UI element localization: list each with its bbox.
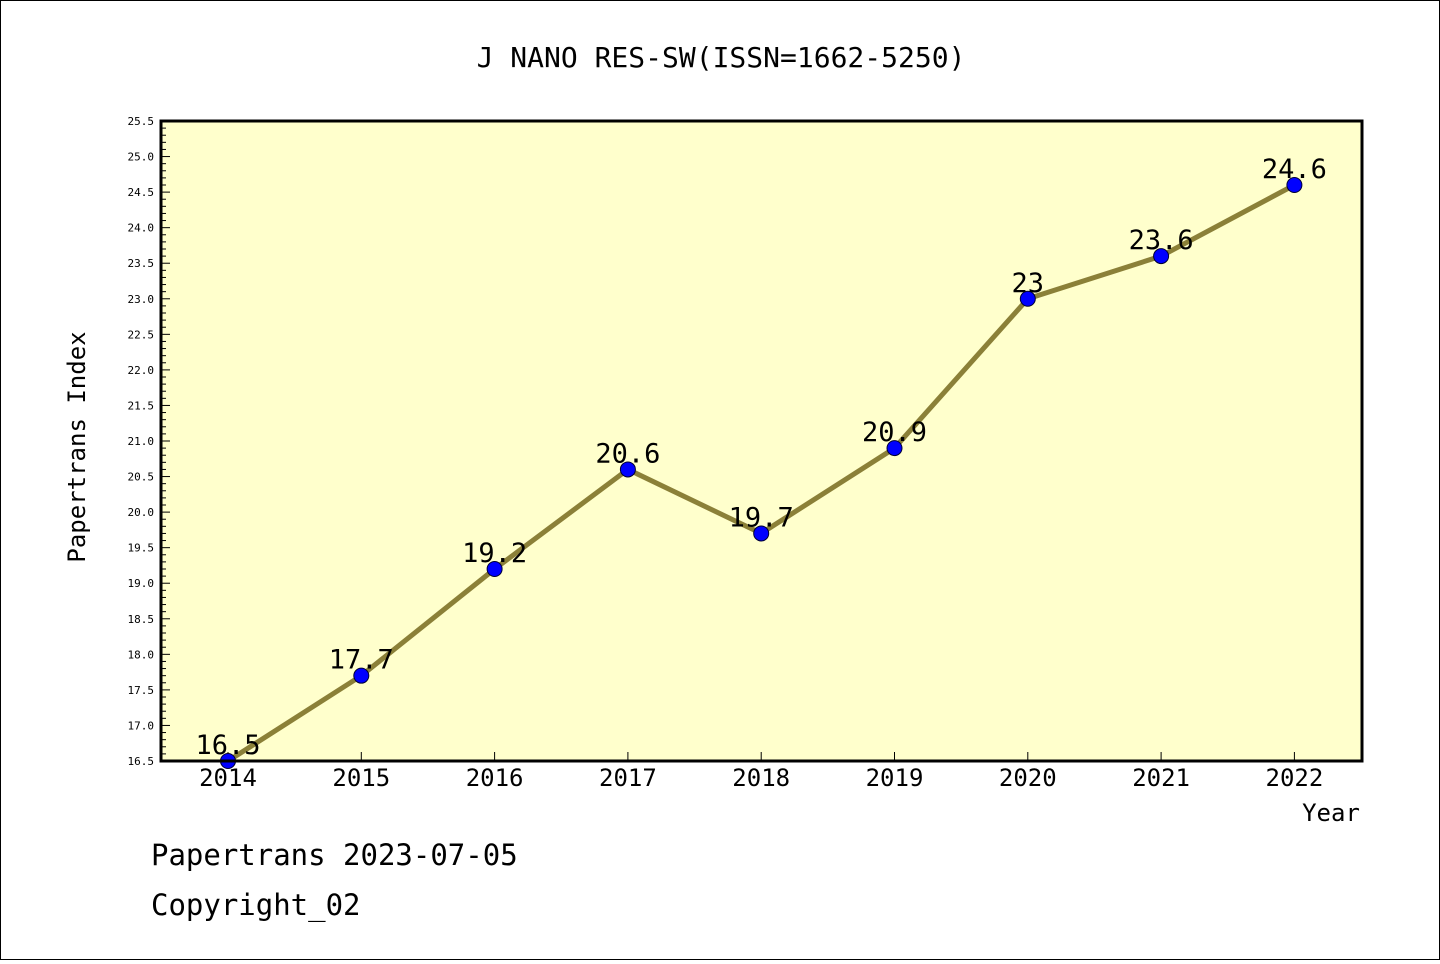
y-tick-label: 23.5 [128,257,155,270]
data-label: 23 [1012,268,1045,299]
data-label: 19.7 [729,502,794,533]
footer-date: Papertrans 2023-07-05 [151,838,518,872]
x-tick-label: 2020 [999,764,1057,792]
plot-frame [159,119,1364,763]
y-tick-label: 17.5 [128,684,155,697]
y-tick-label: 25.5 [128,115,155,128]
y-tick-label: 19.0 [128,577,155,590]
x-tick-label: 2016 [466,764,524,792]
y-tick-label: 22.0 [128,364,155,377]
data-label: 19.2 [462,538,527,569]
y-tick-label: 25.0 [128,151,155,164]
y-tick-label: 21.0 [128,435,155,448]
y-tick-label: 21.5 [128,399,155,412]
y-tick-label: 23.0 [128,293,155,306]
series-line-group [220,177,1303,769]
y-tick-label: 20.5 [128,471,155,484]
y-tick-label: 18.0 [128,648,155,661]
data-point-marker [619,461,636,478]
plot-area [161,121,1362,761]
data-point-marker [1019,290,1036,307]
data-point-marker [1153,248,1170,265]
x-tick-label: 2018 [732,764,790,792]
y-tick-label: 20.0 [128,506,155,519]
y-tick-label: 24.5 [128,186,155,199]
data-label: 20.9 [862,417,927,448]
data-label: 16.5 [195,730,260,761]
y-tick-label: 22.5 [128,328,155,341]
chart-title: J NANO RES-SW(ISSN=1662-5250) [477,41,966,74]
x-tick-label: 2015 [332,764,390,792]
data-label: 24.6 [1262,154,1327,185]
data-point-marker [486,561,503,577]
y-tick-label: 18.5 [128,613,155,626]
data-point-marker [886,440,903,457]
data-label: 17.7 [329,645,394,676]
data-label: 20.6 [595,438,660,469]
y-tick-label: 24.0 [128,222,155,235]
y-tick-label: 19.5 [128,542,155,555]
data-point-marker [1286,177,1303,193]
x-tick-label: 2022 [1266,764,1324,792]
y-axis-title: Papertrans Index [63,331,91,562]
x-tick-label: 2021 [1132,764,1190,792]
data-point-marker [353,667,370,684]
y-tick-label: 17.0 [128,719,155,732]
x-tick-label: 2019 [866,764,924,792]
x-tick-label: 2017 [599,764,657,792]
data-point-marker [753,525,770,542]
data-label: 23.6 [1129,225,1194,256]
footer-copyright: Copyright_02 [151,888,361,923]
x-axis-title: Year [1302,799,1360,827]
y-tick-label: 16.5 [128,755,155,768]
data-label-group: 16.5 17.7 19.2 20.6 19.7 20.9 23 23.6 24.6 [195,154,1326,761]
